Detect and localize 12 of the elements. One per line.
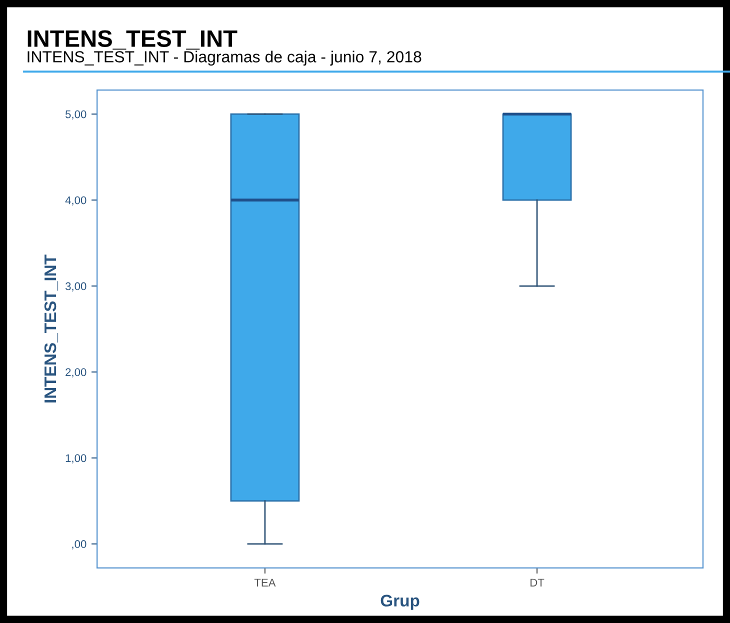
y-axis-title: INTENS_TEST_INT <box>44 254 58 402</box>
x-tick-label: DT <box>530 578 544 586</box>
chart-subtitle: INTENS_TEST_INT - Diagramas de caja - junio 7, 2018 <box>28 50 422 66</box>
y-tick-label: 4,00 <box>65 196 86 206</box>
y-tick-label: 1,00 <box>66 454 86 464</box>
chart-title: INTENS_TEST_INT <box>28 30 238 50</box>
y-tick-label: 3,00 <box>65 282 86 292</box>
x-axis-title: Grup <box>380 594 420 610</box>
x-tick-label: TEA <box>254 578 276 586</box>
y-tick-label: ,00 <box>72 540 86 550</box>
y-tick-label: 5,00 <box>65 110 86 120</box>
y-tick-label: 2,00 <box>66 368 86 378</box>
